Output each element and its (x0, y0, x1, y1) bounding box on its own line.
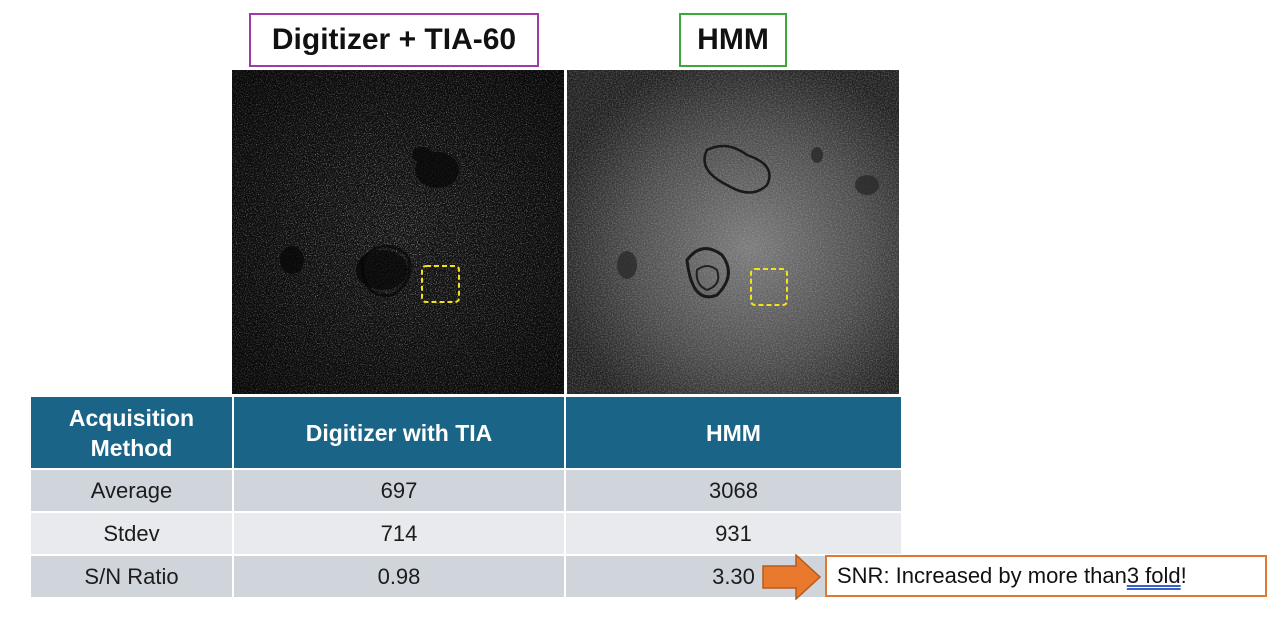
callout-prefix: SNR: Increased by more than (837, 563, 1127, 588)
right-arrow-icon (762, 554, 822, 600)
table-row: Stdev 714 931 (29, 511, 903, 556)
header-digitizer: Digitizer with TIA (232, 395, 566, 470)
digitizer-value: 697 (232, 468, 566, 513)
callout-suffix: ! (1180, 563, 1187, 588)
hmm-image-label: HMM (679, 13, 787, 67)
table-header-row: Acquisition Method Digitizer with TIA HM… (29, 395, 903, 470)
digitizer-value: 714 (232, 511, 566, 556)
digitizer-image-label: Digitizer + TIA-60 (249, 13, 539, 67)
roi-box (421, 265, 460, 303)
header-hmm: HMM (564, 395, 903, 470)
row-label: Average (29, 468, 234, 513)
hmm-micrograph (567, 70, 899, 394)
hmm-value: 3068 (564, 468, 903, 513)
row-label: Stdev (29, 511, 234, 556)
row-label: S/N Ratio (29, 554, 234, 599)
digitizer-value: 0.98 (232, 554, 566, 599)
hmm-value: 931 (564, 511, 903, 556)
header-acquisition-method: Acquisition Method (29, 395, 234, 470)
digitizer-micrograph (232, 70, 564, 394)
snr-callout: SNR: Increased by more than 3 fold ! (825, 555, 1267, 597)
table-row: Average 697 3068 (29, 468, 903, 513)
callout-fold: 3 fold (1126, 563, 1181, 588)
roi-box (750, 268, 788, 306)
